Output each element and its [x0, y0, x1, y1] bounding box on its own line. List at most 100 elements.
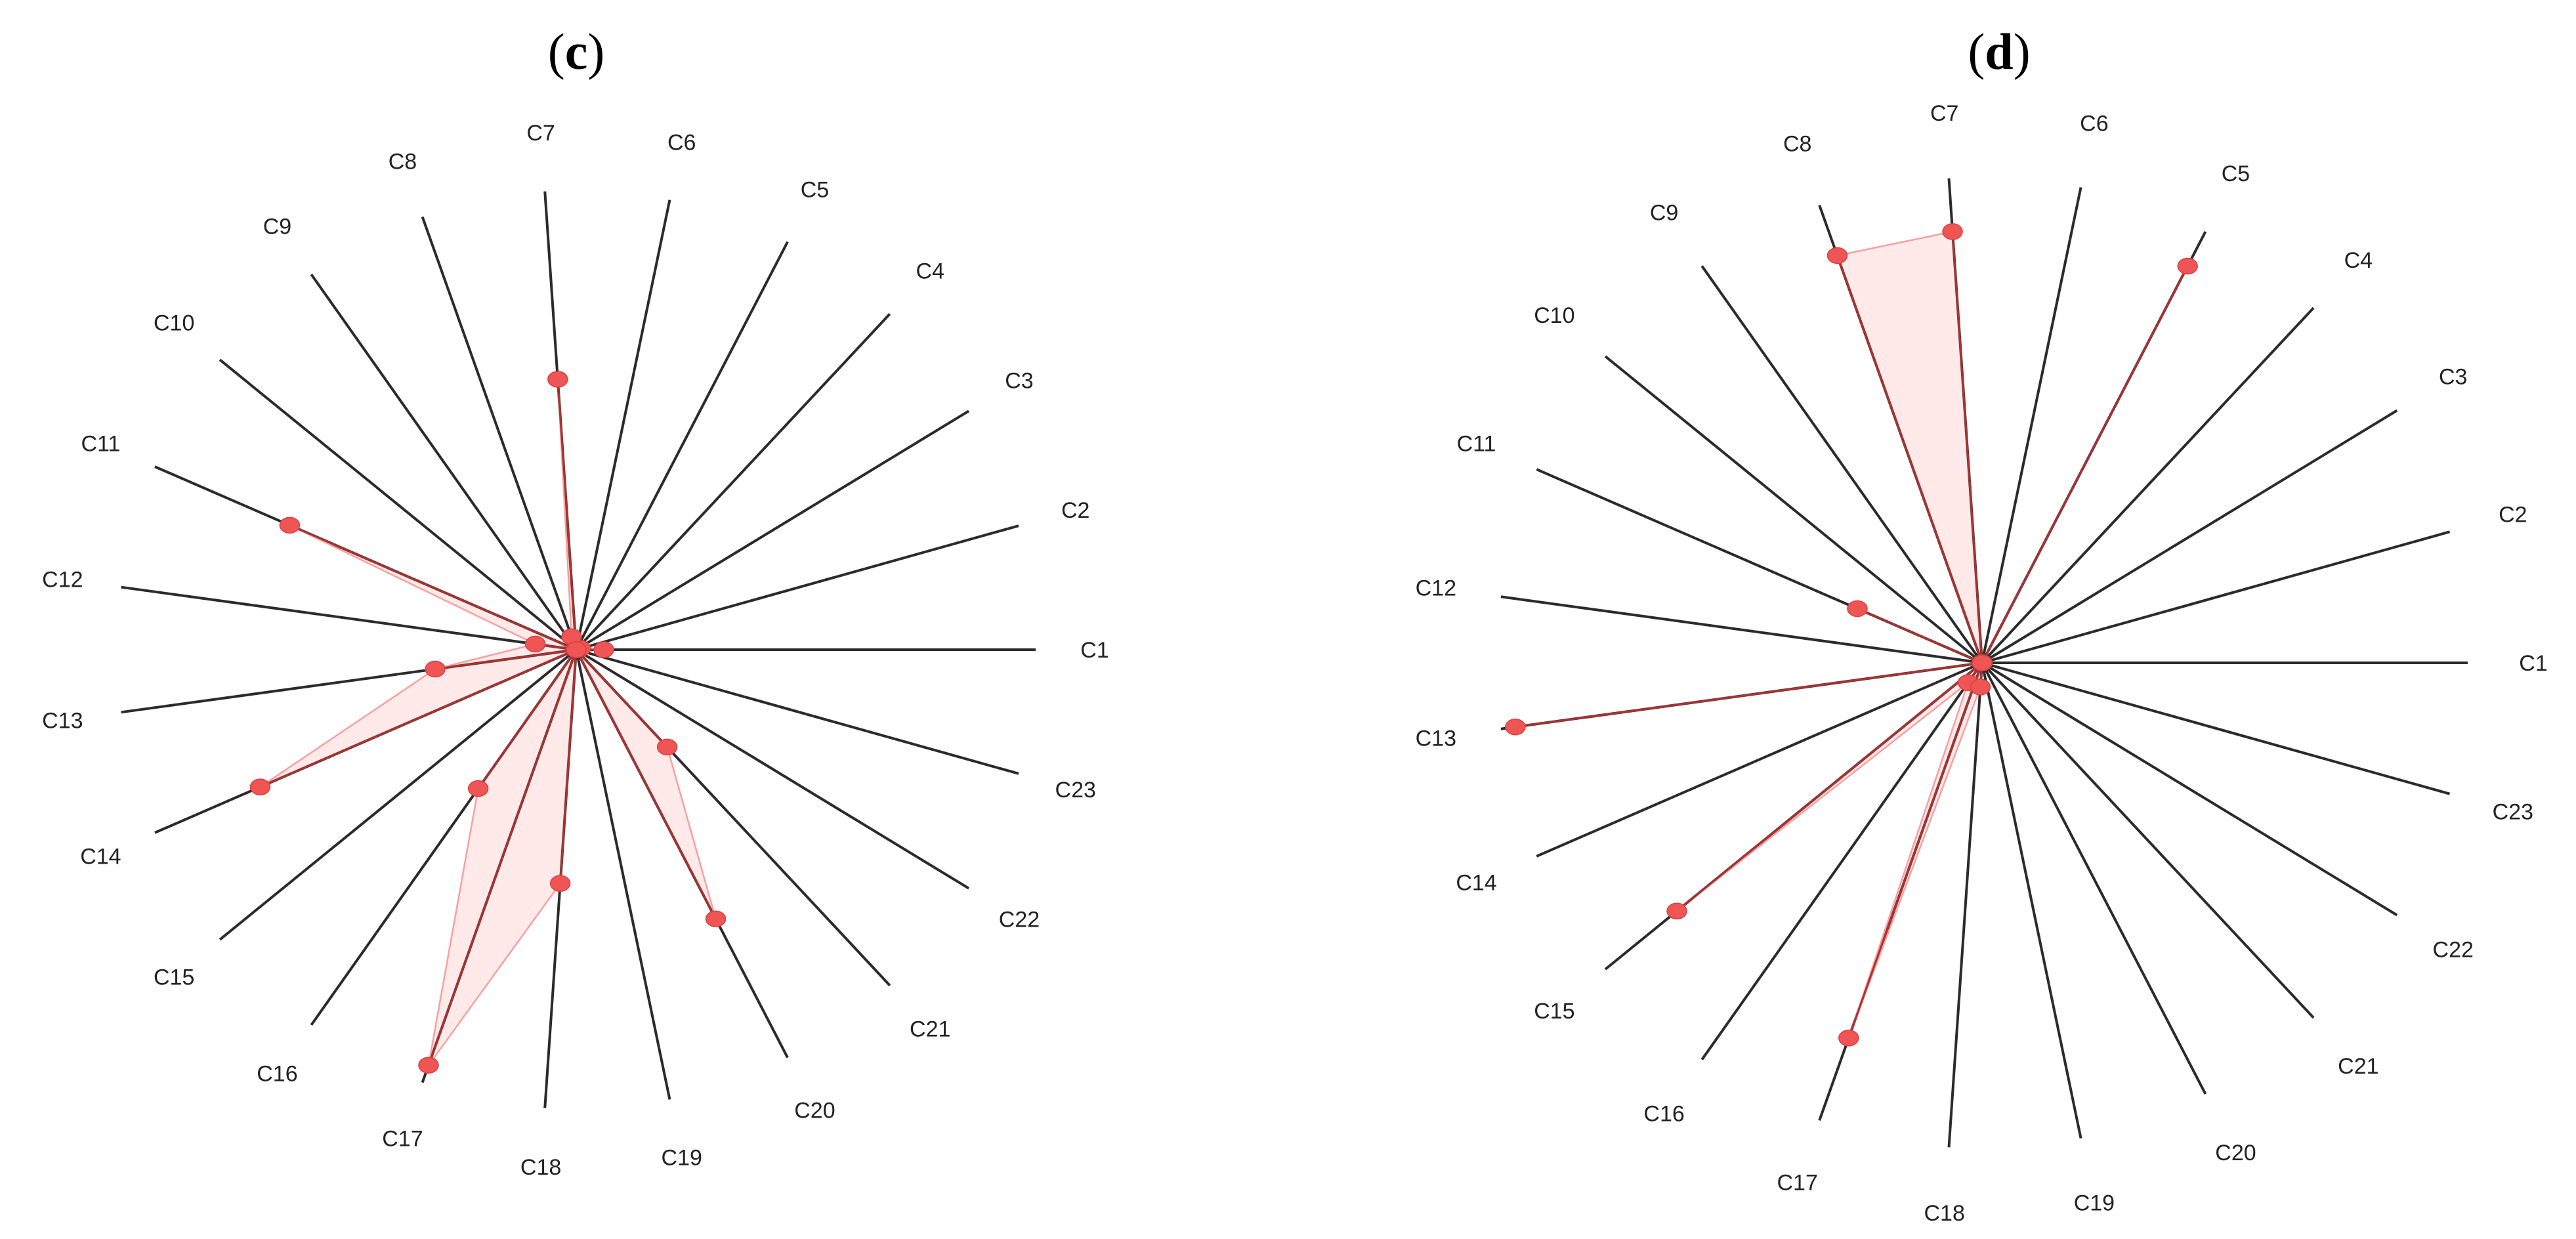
value-edge-c11	[1857, 608, 1983, 664]
axis-spoke-c3	[575, 410, 970, 651]
axis-label-c5: C5	[801, 178, 829, 203]
data-point-c15	[1666, 902, 1687, 920]
axis-spoke-c10	[219, 358, 578, 651]
axis-label-c12: C12	[1416, 576, 1456, 601]
axis-label-c1: C1	[1080, 638, 1109, 663]
axis-label-c10: C10	[154, 310, 194, 335]
axis-label-c3: C3	[1005, 369, 1033, 394]
data-point-c8	[1826, 247, 1848, 264]
axis-label-c23: C23	[1055, 778, 1096, 803]
value-edge-c13	[1515, 662, 1983, 728]
axis-label-c23: C23	[2493, 800, 2533, 825]
axis-spoke-c2	[576, 524, 1019, 651]
axis-spoke-c2	[1981, 530, 2451, 664]
axis-label-c1: C1	[2519, 651, 2547, 676]
axis-spoke-c23	[1981, 662, 2451, 795]
axis-spoke-c12	[1500, 595, 1983, 664]
axis-spoke-c18	[1947, 662, 1983, 1148]
axis-label-c21: C21	[910, 1017, 950, 1041]
value-edge-c15	[1676, 662, 1983, 912]
axis-label-c13: C13	[42, 709, 83, 734]
data-point-c20	[705, 910, 727, 927]
value-edge-c5	[1981, 265, 2189, 663]
panel-c-markers	[249, 371, 727, 1074]
axis-spoke-c22	[1981, 662, 2398, 917]
data-point-c21	[656, 738, 678, 756]
value-edge-c17	[427, 649, 578, 1066]
axis-label-c19: C19	[662, 1145, 702, 1170]
axis-spoke-c19	[575, 649, 671, 1100]
data-point-c13	[425, 660, 446, 678]
value-edge-c16	[477, 649, 578, 789]
axis-spoke-c9	[1700, 265, 1983, 664]
panel-d-axis-labels: C1 C2 C3 C4 C5 C6 C7 C8 C9 C10 C11 C12 C13 C14 C15 C16 C…	[1416, 101, 2548, 1226]
axis-spoke-c15	[219, 648, 578, 941]
axis-label-c4: C4	[2344, 248, 2373, 273]
axis-label-c22: C22	[2433, 937, 2474, 962]
panel-d-label: d	[1985, 23, 2013, 80]
data-point-c5	[2177, 257, 2198, 275]
data-point-c18	[1970, 679, 1991, 696]
axis-label-c6: C6	[667, 131, 696, 156]
axis-label-c17: C17	[1777, 1170, 1818, 1195]
axis-label-c21: C21	[2338, 1054, 2378, 1079]
data-point-c18	[549, 875, 571, 892]
axis-label-c6: C6	[2080, 112, 2108, 136]
value-edge-c17	[1848, 662, 1983, 1039]
axis-label-c22: C22	[999, 907, 1040, 932]
axis-spoke-c23	[576, 648, 1019, 775]
axis-label-c10: C10	[1534, 303, 1574, 328]
value-edge-c13	[434, 648, 577, 671]
axis-spoke-c22	[575, 648, 970, 890]
axis-spoke-c3	[1981, 409, 2398, 664]
value-edge-c20	[575, 649, 717, 919]
axis-label-c4: C4	[916, 259, 944, 284]
data-point-c17	[418, 1057, 439, 1074]
axis-label-c20: C20	[794, 1098, 835, 1123]
data-point-c12	[524, 635, 546, 653]
axis-label-c20: C20	[2215, 1141, 2256, 1166]
data-point-c14	[249, 778, 271, 795]
panel-c-label: c	[565, 23, 588, 80]
value-edge-c18	[559, 649, 578, 884]
axis-spoke-c10	[1604, 355, 1983, 664]
value-edge-c11	[289, 524, 577, 651]
axis-spoke-c16	[1700, 662, 1983, 1060]
axis-spoke-c6	[575, 200, 671, 650]
axis-label-c2: C2	[1061, 498, 1089, 523]
data-point-c13	[1505, 718, 1526, 736]
axis-label-c2: C2	[2499, 502, 2527, 527]
axis-label-c15: C15	[154, 965, 194, 990]
data-point-c1	[593, 641, 614, 658]
axis-label-c17: C17	[382, 1126, 423, 1151]
axis-label-c16: C16	[257, 1061, 297, 1086]
axis-label-c5: C5	[2222, 161, 2250, 186]
value-edge-c7	[1951, 231, 1983, 663]
axis-label-c18: C18	[520, 1155, 561, 1180]
axis-label-c12: C12	[42, 567, 83, 592]
panel-c-axis-labels: C1 C2 C3 C4 C5 C6 C7 C8 C9 C10 C11 C12 C13 C14 C15 C16 C…	[42, 121, 1109, 1180]
data-point-c11	[1847, 600, 1868, 618]
value-edge-c8	[1836, 255, 1983, 663]
data-point-c7	[547, 371, 568, 388]
axis-spoke-c14	[1536, 662, 1983, 858]
data-point-c11	[279, 516, 301, 534]
axis-label-c9: C9	[1650, 201, 1678, 226]
axis-label-c19: C19	[2074, 1190, 2115, 1215]
axis-spoke-c8	[421, 216, 578, 650]
data-point-c23	[1972, 654, 1993, 671]
axis-label-c8: C8	[389, 150, 417, 175]
axis-spoke-c12	[121, 585, 577, 651]
data-point-c17	[1838, 1030, 1859, 1047]
axis-label-c8: C8	[1783, 132, 1811, 157]
data-point-c16	[467, 780, 489, 797]
axis-spoke-c9	[310, 273, 578, 651]
axis-label-c7: C7	[1930, 101, 1958, 126]
axis-label-c14: C14	[80, 845, 121, 870]
axis-label-c15: C15	[1534, 999, 1574, 1024]
axis-label-c16: C16	[1643, 1101, 1684, 1126]
axis-spoke-c4	[575, 313, 891, 651]
data-point-c23	[566, 641, 587, 658]
